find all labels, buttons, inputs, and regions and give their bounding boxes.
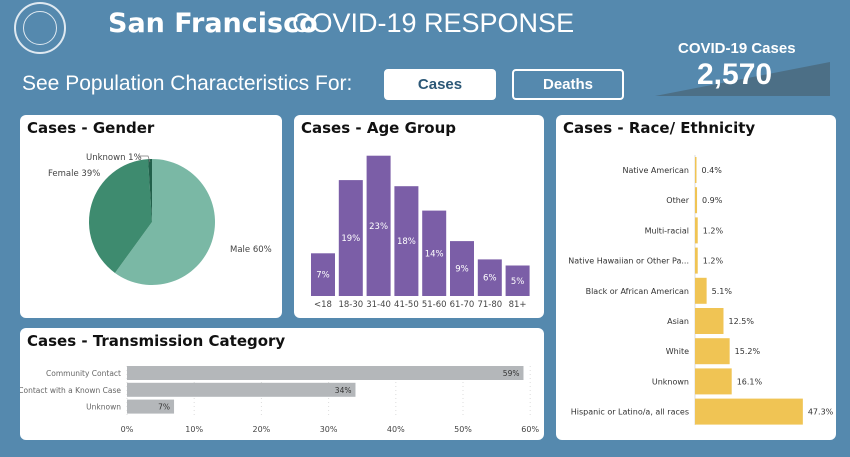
race-bar xyxy=(695,338,730,365)
age-tick-label: 31-40 xyxy=(366,300,391,310)
transmission-category-label: Community Contact xyxy=(46,369,121,378)
race-bar xyxy=(695,247,698,274)
age-bar-label: 6% xyxy=(483,274,497,284)
race-category-label: Black or African American xyxy=(586,287,689,296)
race-category-label: Multi-racial xyxy=(645,226,689,235)
race-value-label: 16.1% xyxy=(737,377,763,386)
transmission-value-label: 59% xyxy=(503,369,520,378)
transmission-panel: Cases - Transmission Category 0% 10% 20% 30… xyxy=(18,328,544,440)
race-category-label: Native American xyxy=(622,166,689,175)
race-panel: Cases - Race/ Ethnicity Native American 0… xyxy=(556,115,836,440)
age-bar xyxy=(366,155,391,296)
age-title: Cases - Age Group xyxy=(301,119,457,137)
gender-title: Cases - Gender xyxy=(27,119,155,137)
transmission-bar-chart: 0% 10% 20% 30% 40% 50% 60% Community Contact 59%… xyxy=(18,366,539,434)
transmission-bar xyxy=(127,382,356,397)
race-category-label: Asian xyxy=(667,317,689,326)
transmission-bar xyxy=(127,366,524,380)
gender-pie-chart: Male 60% Female 39% Unknown 1% xyxy=(48,153,272,285)
transmission-category-label: Contact with a Known Case xyxy=(20,386,121,395)
age-bar-label: 7% xyxy=(316,271,330,281)
transmission-tick-label: 50% xyxy=(454,425,472,434)
transmission-bar xyxy=(127,399,175,414)
race-value-label: 0.9% xyxy=(702,196,723,205)
age-bar-label: 23% xyxy=(369,222,388,232)
race-value-label: 5.1% xyxy=(712,287,733,296)
age-bar xyxy=(505,265,530,296)
race-category-label: Hispanic or Latino/a, all races xyxy=(571,408,689,417)
cases-button[interactable]: Cases xyxy=(384,69,496,100)
age-bar-label: 19% xyxy=(341,234,360,244)
kpi-label: COVID-19 Cases xyxy=(678,40,796,57)
transmission-tick-label: 10% xyxy=(185,425,203,434)
city-seal-logo xyxy=(14,2,66,54)
transmission-value-label: 7% xyxy=(158,403,170,412)
race-bar xyxy=(695,308,724,334)
pie-label-female: Female 39% xyxy=(48,169,100,179)
race-category-label: Native Hawaiian or Other Pa... xyxy=(568,257,689,266)
age-tick-label: 41-50 xyxy=(394,300,419,310)
title-city: San Francisco xyxy=(108,8,318,39)
pie-label-unknown: Unknown 1% xyxy=(86,153,142,163)
age-bar xyxy=(450,241,474,296)
race-category-label: Other xyxy=(666,196,689,205)
age-bar-chart: 7% <18 19% 18-30 23% 31-40 18% 41-50 14% 51-60 9% 6… xyxy=(311,155,530,310)
age-bar xyxy=(394,186,419,296)
race-value-label: 1.2% xyxy=(703,257,724,266)
transmission-tick-label: 20% xyxy=(253,425,271,434)
age-panel: Cases - Age Group 7% <18 19% 18-30 23% 31-40 1… xyxy=(294,115,544,318)
transmission-tick-label: 60% xyxy=(521,425,539,434)
transmission-value-label: 34% xyxy=(335,386,352,395)
race-category-label: White xyxy=(666,347,689,356)
race-title: Cases - Race/ Ethnicity xyxy=(563,119,756,137)
race-category-label: Unknown xyxy=(652,377,689,386)
transmission-tick-label: 30% xyxy=(320,425,338,434)
title-response: COVID-19 RESPONSE xyxy=(292,8,575,38)
age-tick-label: 61-70 xyxy=(450,300,475,310)
age-bar-label: 14% xyxy=(425,249,444,259)
deaths-button[interactable]: Deaths xyxy=(512,69,624,100)
race-bar xyxy=(695,157,697,183)
age-bar xyxy=(422,210,447,296)
age-tick-label: 71-80 xyxy=(477,300,502,310)
age-tick-label: 18-30 xyxy=(338,300,363,310)
pie-slice-female xyxy=(89,159,152,273)
age-tick-label: 51-60 xyxy=(422,300,447,310)
race-bar-chart: Native American 0.4% Other 0.9% Multi-racial… xyxy=(568,155,834,425)
race-value-label: 1.2% xyxy=(703,226,724,235)
age-bar-label: 18% xyxy=(397,237,416,247)
race-bar xyxy=(695,277,707,304)
transmission-tick-label: 40% xyxy=(387,425,405,434)
age-tick-label: <18 xyxy=(314,300,332,310)
age-bar xyxy=(338,180,363,296)
kpi-wedge xyxy=(655,62,830,96)
age-tick-label: 81+ xyxy=(509,300,527,310)
gender-panel: Cases - Gender Male 60% Female 39% Unknown… xyxy=(20,115,282,318)
transmission-tick-label: 0% xyxy=(121,425,134,434)
transmission-category-label: Unknown xyxy=(86,403,121,412)
kpi-value: 2,570 xyxy=(697,58,773,91)
pie-leader-unknown xyxy=(139,155,151,163)
race-bar xyxy=(695,398,803,425)
race-bar xyxy=(695,217,698,244)
race-value-label: 12.5% xyxy=(729,317,755,326)
race-value-label: 0.4% xyxy=(702,166,723,175)
race-bar xyxy=(695,368,732,395)
race-value-label: 15.2% xyxy=(735,347,761,356)
age-bar xyxy=(477,259,502,296)
age-bar-label: 5% xyxy=(511,277,524,287)
age-bar xyxy=(311,253,335,296)
transmission-title: Cases - Transmission Category xyxy=(27,332,286,350)
subtitle: See Population Characteristics For: xyxy=(22,72,353,95)
age-bar-label: 9% xyxy=(455,265,469,275)
race-value-label: 47.3% xyxy=(808,408,834,417)
race-bar xyxy=(695,187,698,214)
pie-label-male: Male 60% xyxy=(230,245,272,255)
pie-slice-unknown xyxy=(148,159,152,222)
pie-slice-male xyxy=(114,159,215,285)
